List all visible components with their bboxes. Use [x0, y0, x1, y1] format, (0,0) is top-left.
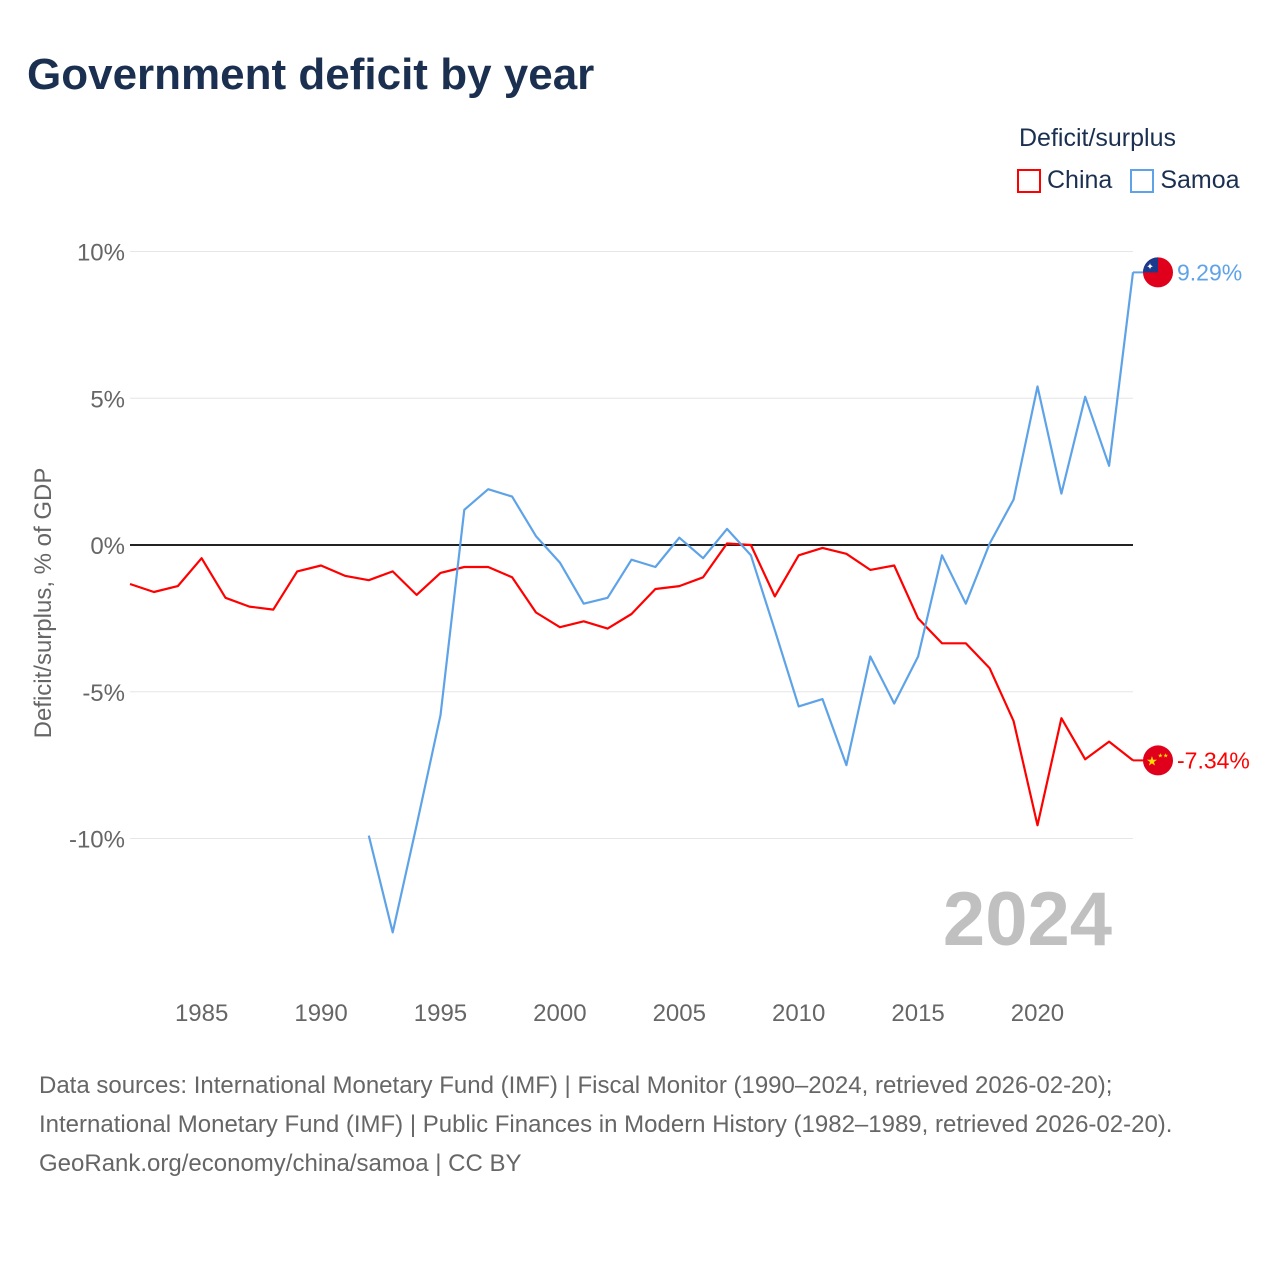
x-tick-label: 2020	[1011, 1000, 1064, 1027]
legend-swatch-china	[1017, 168, 1041, 193]
series-line-samoa	[367, 272, 1135, 934]
x-tick-label: 1985	[175, 1000, 228, 1027]
x-tick-label: 2000	[533, 1000, 586, 1027]
y-tick-label: 5%	[90, 386, 125, 413]
y-tick-label: 10%	[77, 240, 125, 267]
legend-swatch-samoa	[1130, 168, 1155, 193]
y-tick-label: -10%	[69, 827, 125, 854]
legend-label-china: China	[1047, 166, 1113, 194]
legend-label-samoa: Samoa	[1160, 166, 1240, 194]
flag-samoa-icon: ✦	[1143, 257, 1173, 288]
credit-link[interactable]: GeoRank.org/economy/china/samoa | CC BY	[39, 1150, 522, 1177]
footer: Data sources: International Monetary Fun…	[39, 1066, 1239, 1183]
x-tick-label: 2010	[772, 1000, 825, 1027]
svg-text:✦: ✦	[1146, 261, 1154, 271]
legend: China Samoa	[1017, 166, 1240, 195]
x-tick-label: 2015	[891, 1000, 944, 1027]
legend-item-samoa[interactable]: Samoa	[1130, 166, 1240, 195]
x-tick-label: 1995	[414, 1000, 467, 1027]
y-tick-label: 0%	[90, 533, 125, 560]
legend-title: Deficit/surplus	[1019, 124, 1176, 152]
svg-text:★: ★	[1146, 753, 1158, 768]
y-axis-label: Deficit/surplus, % of GDP	[30, 468, 57, 739]
flag-china-icon: ★ ★★	[1143, 745, 1173, 776]
x-tick-label: 1990	[294, 1000, 347, 1027]
end-label-samoa: 9.29%	[1177, 259, 1242, 285]
page-title: Government deficit by year	[27, 50, 595, 99]
data-sources: Data sources: International Monetary Fun…	[39, 1072, 1173, 1138]
y-tick-label: -5%	[82, 680, 125, 707]
series-line-china	[129, 542, 1134, 827]
legend-item-china[interactable]: China	[1017, 166, 1112, 195]
year-watermark: 2024	[943, 877, 1112, 962]
x-tick-label: 2005	[653, 1000, 706, 1027]
svg-text:★★: ★★	[1158, 752, 1169, 759]
end-label-china: -7.34%	[1177, 747, 1250, 773]
